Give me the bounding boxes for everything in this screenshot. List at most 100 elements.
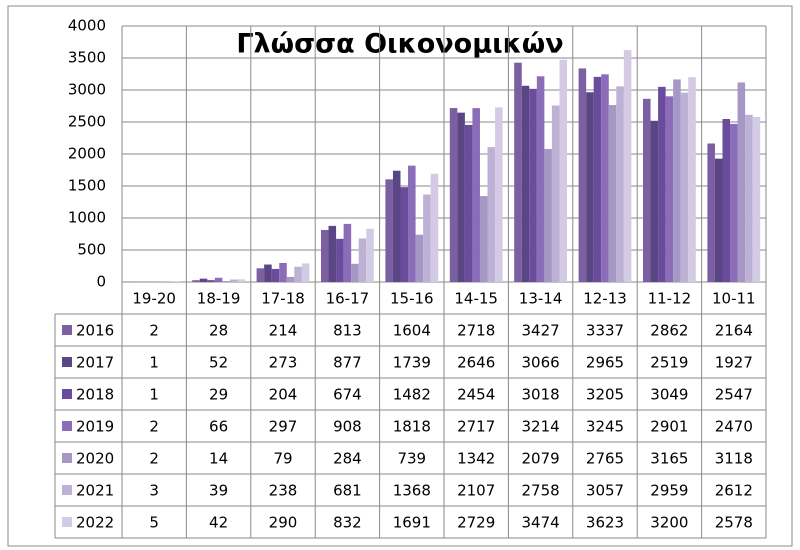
x-tick-label: 10-11 bbox=[712, 290, 756, 308]
legend-label: 2016 bbox=[76, 322, 114, 340]
bar bbox=[199, 278, 208, 282]
x-tick-label: 18-19 bbox=[197, 290, 241, 308]
table-value: 3 bbox=[149, 482, 159, 500]
table-value: 66 bbox=[209, 418, 228, 436]
table-value: 273 bbox=[269, 354, 298, 372]
table-value: 29 bbox=[209, 386, 228, 404]
table-value: 2862 bbox=[650, 322, 688, 340]
table-value: 3018 bbox=[522, 386, 560, 404]
bar bbox=[464, 124, 473, 282]
chart-title: Γλώσσα Οικονομικών bbox=[236, 29, 563, 60]
bar bbox=[358, 238, 367, 282]
bar bbox=[343, 223, 352, 282]
bar bbox=[722, 118, 731, 282]
table-value: 2578 bbox=[715, 514, 753, 532]
bar bbox=[222, 281, 230, 282]
table-value: 908 bbox=[333, 418, 362, 436]
table-value: 2 bbox=[149, 322, 159, 340]
legend-key bbox=[62, 389, 72, 399]
table-value: 2901 bbox=[650, 418, 688, 436]
table-value: 3205 bbox=[586, 386, 624, 404]
table-value: 1691 bbox=[393, 514, 431, 532]
bar bbox=[336, 238, 344, 282]
bar bbox=[578, 68, 587, 282]
table-value: 2079 bbox=[522, 450, 560, 468]
bar bbox=[730, 123, 738, 282]
table-value: 2547 bbox=[715, 386, 753, 404]
bar bbox=[707, 143, 715, 282]
bar bbox=[650, 120, 659, 282]
bar bbox=[514, 62, 522, 283]
table-value: 877 bbox=[333, 354, 362, 372]
table-value: 1342 bbox=[457, 450, 495, 468]
bar bbox=[714, 158, 723, 282]
table-value: 1604 bbox=[393, 322, 431, 340]
legend-key bbox=[62, 325, 72, 335]
bar bbox=[551, 105, 560, 282]
bar bbox=[286, 276, 295, 282]
bar bbox=[366, 228, 374, 282]
table-value: 1927 bbox=[715, 354, 753, 372]
bar bbox=[623, 50, 632, 283]
bar bbox=[279, 262, 287, 282]
table-value: 2454 bbox=[457, 386, 495, 404]
bar bbox=[229, 279, 238, 282]
table-value: 832 bbox=[333, 514, 362, 532]
table-value: 2965 bbox=[586, 354, 624, 372]
bar bbox=[237, 279, 246, 282]
bar bbox=[616, 86, 624, 283]
bar bbox=[392, 170, 401, 282]
table-value: 2612 bbox=[715, 482, 753, 500]
bar bbox=[207, 280, 215, 282]
table-value: 3474 bbox=[522, 514, 560, 532]
bar bbox=[430, 173, 439, 282]
table-value: 2959 bbox=[650, 482, 688, 500]
bar bbox=[457, 112, 465, 282]
y-tick-label: 0 bbox=[96, 273, 106, 291]
table-value: 2646 bbox=[457, 354, 495, 372]
table-value: 674 bbox=[333, 386, 362, 404]
table-value: 28 bbox=[209, 322, 228, 340]
table-value: 14 bbox=[209, 450, 228, 468]
legend-key bbox=[62, 357, 72, 367]
bar bbox=[688, 77, 696, 282]
legend-key bbox=[62, 421, 72, 431]
table-value: 214 bbox=[269, 322, 298, 340]
bar bbox=[472, 108, 480, 282]
legend-label: 2022 bbox=[76, 514, 114, 532]
table-value: 79 bbox=[273, 450, 292, 468]
table-value: 3337 bbox=[586, 322, 624, 340]
y-tick-label: 3500 bbox=[68, 49, 106, 67]
y-tick-label: 2500 bbox=[68, 113, 106, 131]
bar bbox=[385, 179, 393, 282]
table-value: 3066 bbox=[522, 354, 560, 372]
bar bbox=[351, 263, 359, 282]
bar bbox=[586, 92, 594, 283]
table-value: 284 bbox=[333, 450, 362, 468]
bar bbox=[544, 148, 552, 282]
bar bbox=[192, 280, 200, 282]
bar bbox=[301, 263, 310, 282]
table-value: 238 bbox=[269, 482, 298, 500]
y-tick-label: 3000 bbox=[68, 81, 106, 99]
x-tick-label: 16-17 bbox=[326, 290, 370, 308]
bar bbox=[529, 88, 537, 283]
bar bbox=[536, 76, 545, 282]
bar bbox=[400, 187, 409, 282]
bar bbox=[264, 264, 272, 282]
bar bbox=[320, 229, 329, 282]
x-tick-label: 15-16 bbox=[390, 290, 434, 308]
bar bbox=[495, 107, 503, 283]
table-value: 2765 bbox=[586, 450, 624, 468]
bar bbox=[593, 76, 602, 282]
table-value: 297 bbox=[269, 418, 298, 436]
y-tick-label: 500 bbox=[77, 241, 106, 259]
table-value: 42 bbox=[209, 514, 228, 532]
bar bbox=[521, 85, 530, 282]
bar bbox=[214, 277, 223, 282]
table-value: 2718 bbox=[457, 322, 495, 340]
bar bbox=[601, 74, 609, 282]
table-value: 2164 bbox=[715, 322, 753, 340]
bar bbox=[745, 114, 753, 282]
